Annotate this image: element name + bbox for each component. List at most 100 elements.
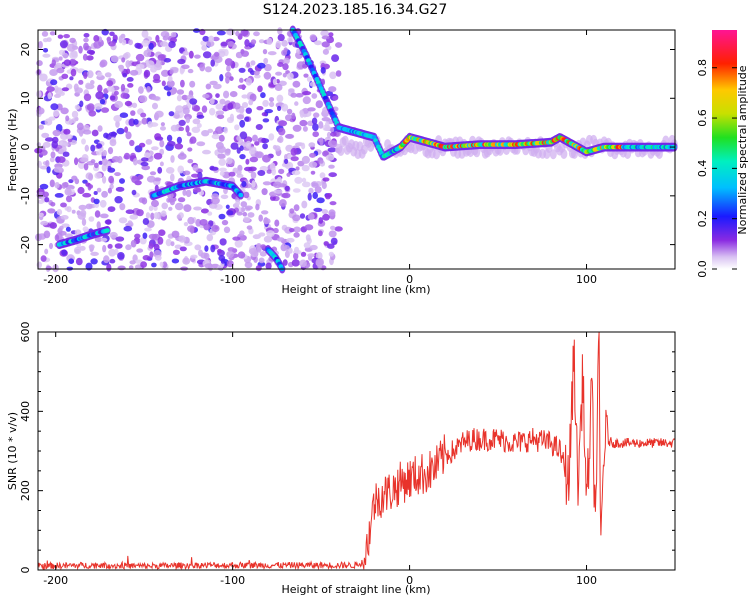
spectrogram-noise-blob xyxy=(310,170,316,175)
spectrogram-noise-blob xyxy=(241,50,250,57)
spectrogram-noise-blob xyxy=(249,146,257,152)
spectrogram-noise-blob xyxy=(291,259,300,267)
spectrogram-noise-blob xyxy=(141,117,148,125)
snr-xtick-label: -200 xyxy=(43,574,68,587)
spectrogram-noise-blob xyxy=(66,206,72,213)
spectrogram-noise-blob xyxy=(146,86,151,93)
spectrogram-noise-blob xyxy=(206,234,214,242)
spectrogram-noise-blob xyxy=(148,42,154,50)
spectrogram-noise-blob xyxy=(71,110,79,119)
spectrogram-noise-blob xyxy=(169,69,174,75)
spectrogram-noise-blob xyxy=(240,207,246,213)
spectrogram-noise-blob xyxy=(167,140,176,147)
spectrogram-noise-blob xyxy=(99,199,107,208)
spectrogram-noise-blob xyxy=(194,54,201,59)
spectrogram-noise-blob xyxy=(211,133,221,140)
spectrogram-noise-blob xyxy=(183,222,189,227)
spectrogram-noise-blob xyxy=(141,40,151,47)
spectrogram-noise-blob xyxy=(240,29,249,37)
spectrogram-noise-blob xyxy=(192,187,202,193)
spectrogram-noise-blob xyxy=(253,31,260,37)
spectrogram-noise-blob xyxy=(74,157,79,166)
spectrogram-noise-blob xyxy=(176,89,185,95)
spectrogram-noise-blob xyxy=(324,121,330,129)
spectrogram-noise-blob xyxy=(94,210,101,218)
spectrogram-noise-blob xyxy=(188,50,194,59)
spectrogram-noise-blob xyxy=(120,92,128,99)
spectrogram-noise-blob xyxy=(134,233,141,239)
spectrogram-noise-blob xyxy=(241,94,248,99)
spectrogram-noise-blob xyxy=(107,187,112,194)
spectrogram-noise-blob xyxy=(142,232,148,239)
spectrogram-noise-blob xyxy=(185,125,190,133)
spectrogram-noise-blob xyxy=(49,157,55,163)
spectrogram-noise-blob xyxy=(185,189,192,198)
spectrogram-noise-blob xyxy=(291,170,301,176)
spectrogram-noise-blob xyxy=(229,76,234,81)
spectrogram-noise-blob xyxy=(245,140,252,149)
spectrogram-noise-blob xyxy=(254,151,264,159)
spectrogram-noise-blob xyxy=(90,258,98,265)
spectrogram-noise-blob xyxy=(38,41,43,49)
spectrogram-noise-blob xyxy=(106,263,112,272)
spectrogram-noise-blob xyxy=(93,35,100,42)
spectrogram-noise-blob xyxy=(258,214,264,222)
spectrogram-noise-blob xyxy=(82,53,88,61)
spectrogram-noise-blob xyxy=(36,142,42,147)
spectrogram-noise-blob xyxy=(227,41,235,47)
spectrogram-noise-blob xyxy=(195,218,202,227)
colorbar-ticks: 0.0 0.2 0.4 0.6 0.8 xyxy=(696,59,737,278)
spectrogram-noise-blob xyxy=(210,244,216,253)
spectrogram-noise-blob xyxy=(69,37,76,44)
spectrogram-noise-blob xyxy=(114,248,119,255)
spectrogram-noise-blob xyxy=(61,87,69,92)
spectrogram-noise-blob xyxy=(207,211,213,216)
spectrogram-noise-blob xyxy=(219,171,225,177)
spectrogram-noise-blob xyxy=(180,79,185,88)
spectrogram-noise-blob xyxy=(288,228,295,233)
spectrogram-noise-blob xyxy=(312,191,319,200)
spectrogram-noise-blob xyxy=(42,141,51,148)
spectrogram-noise-blob xyxy=(314,40,322,46)
spectrogram-noise-blob xyxy=(273,227,279,234)
spectrogram-noise-blob xyxy=(284,158,289,164)
spectrogram-noise-blob xyxy=(277,135,284,144)
spectrogram-noise-blob xyxy=(292,124,302,132)
spectrogram-noise-blob xyxy=(59,40,68,49)
spectrogram-noise-blob xyxy=(170,32,177,38)
spectrogram-noise-blob xyxy=(174,143,184,150)
spectrogram-noise-blob xyxy=(109,139,117,147)
spectrogram-noise-blob xyxy=(275,71,283,76)
spectrogram-noise-blob xyxy=(125,60,131,69)
spectrogram-noise-blob xyxy=(49,69,58,76)
spectrogram-noise-blob xyxy=(120,83,126,92)
spectrogram-noise-blob xyxy=(262,154,271,163)
spectrogram-noise-blob xyxy=(209,107,216,116)
spectrogram-noise-blob xyxy=(219,98,226,105)
spectrogram-noise-blob xyxy=(85,203,93,210)
spectrogram-noise-blob xyxy=(299,259,307,268)
spectrogram-noise-blob xyxy=(209,166,219,171)
spectrogram-noise-blob xyxy=(276,94,284,103)
spectrogram-noise-blob xyxy=(60,107,69,115)
spectrogram-noise-blob xyxy=(262,99,269,107)
spectrogram-noise-blob xyxy=(61,249,68,256)
spectrogram-noise-blob xyxy=(151,199,159,208)
spectrogram-noise-blob xyxy=(244,166,253,172)
spectrogram-noise-blob xyxy=(225,204,230,209)
spectrogram-track-halo xyxy=(337,146,345,156)
spectrogram-noise-blob xyxy=(269,101,275,108)
spectrogram-noise-blob xyxy=(88,216,95,222)
spectrogram-noise-blob xyxy=(286,172,291,177)
spectrogram-noise-blob xyxy=(239,77,244,83)
spectrogram-noise-blob xyxy=(183,204,192,213)
spectrogram-noise-blob xyxy=(66,43,76,52)
spectrogram-noise-blob xyxy=(315,100,323,109)
spectrogram-noise-blob xyxy=(60,215,69,220)
spectrogram-noise-blob xyxy=(118,217,128,224)
spectrogram-noise-blob xyxy=(71,50,78,58)
spectrogram-noise-blob xyxy=(204,263,214,269)
spectrogram-noise-blob xyxy=(181,94,189,101)
spectrogram-noise-blob xyxy=(319,172,326,179)
spectrogram-noise-blob xyxy=(219,74,224,82)
